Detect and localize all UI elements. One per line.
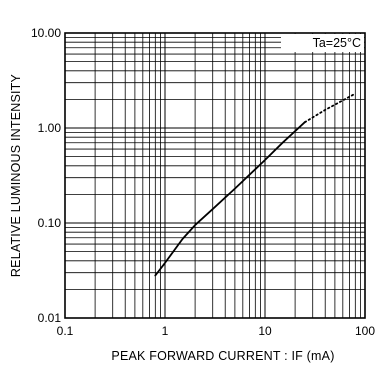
x-tick-label: 0.1	[57, 324, 74, 338]
y-tick-label: 0.10	[38, 216, 62, 230]
x-tick-label: 10	[258, 324, 272, 338]
series-line	[154, 121, 306, 277]
series-layer	[154, 92, 357, 277]
annotation-background	[281, 34, 364, 52]
y-axis-label: RELATIVE LUMINOUS INTENSITY	[9, 73, 23, 277]
annotation-text: Ta=25°C	[313, 36, 361, 50]
tick-labels: 0.1 1 10 100 0.01 0.10 1.00 10.00	[31, 26, 375, 338]
y-tick-label: 10.00	[31, 26, 61, 40]
x-tick-label: 100	[355, 324, 375, 338]
grid	[64, 33, 365, 319]
x-tick-label: 1	[162, 324, 169, 338]
y-tick-label: 0.01	[38, 311, 62, 325]
x-axis-label: PEAK FORWARD CURRENT : IF (mA)	[111, 349, 334, 363]
dotted-series-line	[303, 92, 357, 124]
plot-frame	[64, 32, 366, 319]
y-tick-label: 1.00	[38, 121, 62, 135]
annotation-box: Ta=25°C	[281, 34, 364, 52]
